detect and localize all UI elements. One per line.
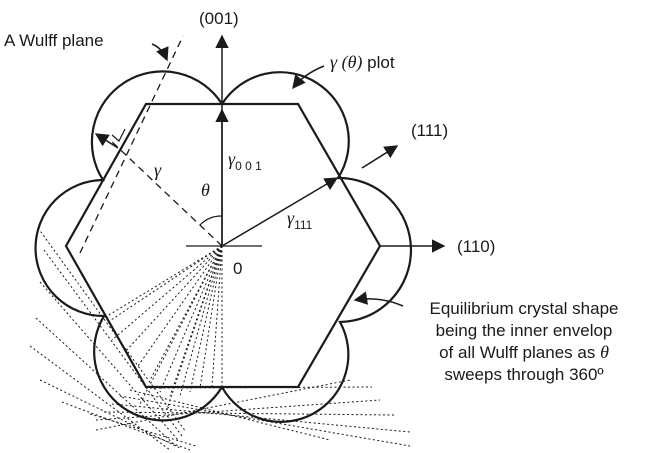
wulff-plane-label: A Wulff plane (4, 31, 104, 50)
gamma-111-symbol: γ (287, 208, 295, 228)
caption-line-2: being the inner envelop (436, 321, 613, 340)
wulff-plane-dotted-4 (35, 317, 177, 447)
gamma-111-label: γ111 (287, 208, 313, 232)
direction-110-label: (110) (457, 237, 495, 256)
wulff-radius-14 (139, 245, 223, 405)
gamma-plot-leader (292, 65, 325, 90)
wulff-radius-11 (199, 245, 223, 389)
wulff-plane-dotted-5 (29, 345, 171, 451)
gamma-theta-plot-curve (34, 70, 413, 423)
wulff-plane-dotted-7 (61, 401, 191, 451)
wulff-plane-line (79, 35, 184, 254)
wulff-plane-dotted-14 (129, 389, 331, 441)
gamma-label: γ (154, 160, 162, 180)
gamma-001-label: γ0 0 1 (228, 149, 262, 173)
wulff-plane-dotted-6 (39, 379, 181, 449)
wulff-plane-dotted-1 (37, 227, 187, 433)
wulff-radius-15 (165, 245, 223, 413)
caption-leader (353, 291, 404, 307)
wulff-plane-dotted-15 (149, 386, 373, 389)
gamma-001-subscript: 0 0 1 (235, 159, 262, 173)
gamma-theta-plot-label: γ (θ) plot (330, 52, 395, 73)
wulff-radius-6 (149, 245, 223, 381)
caption-line-4: sweeps through 360º (444, 365, 603, 384)
wulff-radius-8 (169, 245, 223, 397)
wulff-gamma-radius (108, 138, 223, 247)
wulff-radius-3 (111, 245, 223, 341)
wulff-radius-1 (103, 245, 223, 319)
caption-line-3: of all Wulff planes as θ (439, 342, 609, 362)
caption-line-1: Equilibrium crystal shape (430, 299, 619, 318)
axis-111-arrow (361, 145, 399, 169)
origin-label: 0 (233, 259, 242, 278)
theta-label: θ (201, 180, 210, 200)
caption-theta: θ (600, 342, 609, 362)
caption-line-3-text: of all Wulff planes as (439, 343, 600, 362)
equilibrium-crystal-hexagon (64, 102, 382, 389)
wulff-radius-5 (137, 245, 223, 367)
wulff-radius-12 (211, 245, 223, 387)
theta-angle-arc (199, 215, 223, 226)
wulff-radius-7 (159, 245, 223, 393)
wulff-radius-2 (107, 245, 223, 323)
right-angle-mark (111, 128, 126, 142)
wulff-radius-4 (124, 245, 223, 353)
direction-111-label: (111) (411, 121, 448, 140)
wulff-plane-leader (151, 43, 169, 62)
gamma-theta-symbol: γ (θ) (330, 52, 362, 73)
wulff-plane-dotted-11 (103, 411, 396, 416)
gamma-theta-plot-word: plot (362, 53, 394, 72)
caption: Equilibrium crystal shape being the inne… (430, 299, 619, 384)
direction-001-label: (001) (199, 9, 239, 28)
gamma-001-symbol: γ (228, 149, 236, 169)
wulff-planes-fan (29, 227, 411, 451)
wulff-radius-9 (179, 245, 223, 397)
wulff-plane-dotted-3 (39, 281, 179, 441)
wulff-plane-dotted-12 (111, 403, 411, 433)
gamma-111-subscript: 111 (294, 218, 313, 232)
gamma-111-vector (221, 177, 339, 247)
wulff-gamma-arrow (94, 133, 119, 149)
wulff-plane-dotted-8 (89, 413, 197, 447)
